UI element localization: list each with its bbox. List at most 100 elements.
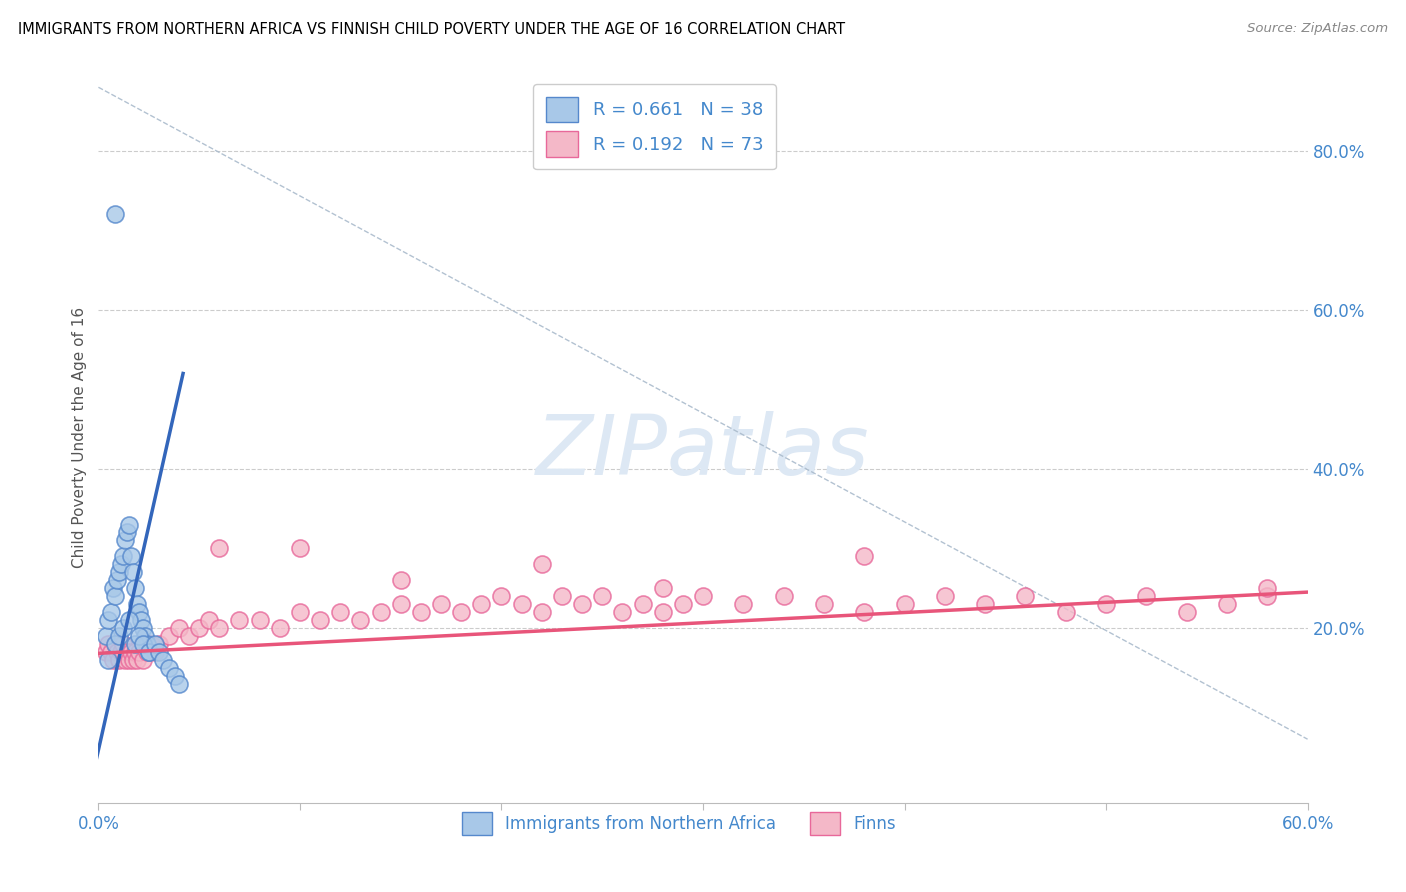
Point [430, 597, 453, 611]
Point [269, 621, 291, 635]
Point [135, 645, 157, 659]
Point [672, 597, 695, 611]
Point [132, 653, 155, 667]
Point [198, 613, 221, 627]
Text: ZIPatlas: ZIPatlas [536, 411, 870, 492]
Point [143, 645, 166, 659]
Point [152, 653, 174, 667]
Point [120, 645, 142, 659]
Point [97, 613, 120, 627]
Point [208, 621, 231, 635]
Point [143, 637, 166, 651]
Point [138, 645, 160, 659]
Point [249, 613, 271, 627]
Point [309, 613, 332, 627]
Point [288, 541, 311, 556]
Point [105, 573, 128, 587]
Point [893, 597, 915, 611]
Point [148, 645, 170, 659]
Point [97, 653, 120, 667]
Point [103, 637, 125, 651]
Point [100, 645, 122, 659]
Point [288, 605, 311, 619]
Point [692, 589, 714, 603]
Point [409, 605, 432, 619]
Point [1175, 605, 1198, 619]
Point [571, 597, 593, 611]
Point [138, 645, 160, 659]
Point [934, 589, 956, 603]
Point [111, 637, 134, 651]
Point [163, 668, 186, 682]
Point [97, 637, 120, 651]
Point [118, 517, 141, 532]
Point [389, 573, 412, 587]
Point [813, 597, 835, 611]
Point [370, 605, 392, 619]
Legend: Immigrants from Northern Africa, Finns: Immigrants from Northern Africa, Finns [456, 805, 903, 842]
Point [111, 621, 134, 635]
Point [329, 605, 352, 619]
Point [1135, 589, 1157, 603]
Point [129, 613, 152, 627]
Point [107, 629, 129, 643]
Point [591, 589, 613, 603]
Point [105, 645, 128, 659]
Point [179, 629, 201, 643]
Point [125, 653, 148, 667]
Point [651, 581, 673, 595]
Point [128, 605, 150, 619]
Point [103, 637, 125, 651]
Point [124, 581, 146, 595]
Point [228, 613, 250, 627]
Point [128, 645, 150, 659]
Point [139, 637, 162, 651]
Point [1256, 581, 1278, 595]
Point [530, 558, 553, 572]
Point [100, 605, 122, 619]
Point [121, 566, 143, 580]
Point [349, 613, 371, 627]
Point [470, 597, 492, 611]
Point [128, 629, 150, 643]
Point [132, 621, 155, 635]
Point [167, 676, 190, 690]
Point [551, 589, 574, 603]
Point [115, 525, 138, 540]
Point [530, 605, 553, 619]
Text: Source: ZipAtlas.com: Source: ZipAtlas.com [1247, 22, 1388, 36]
Point [115, 645, 138, 659]
Point [111, 549, 134, 564]
Point [96, 629, 118, 643]
Point [110, 645, 132, 659]
Point [134, 629, 156, 643]
Point [114, 533, 136, 548]
Point [853, 605, 876, 619]
Point [612, 605, 634, 619]
Point [974, 597, 997, 611]
Point [450, 605, 472, 619]
Point [101, 581, 124, 595]
Point [389, 597, 412, 611]
Point [148, 637, 170, 651]
Point [188, 621, 211, 635]
Point [510, 597, 533, 611]
Point [103, 207, 125, 221]
Point [107, 566, 129, 580]
Point [118, 613, 141, 627]
Point [631, 597, 654, 611]
Point [132, 637, 155, 651]
Point [651, 605, 673, 619]
Point [208, 541, 231, 556]
Text: IMMIGRANTS FROM NORTHERN AFRICA VS FINNISH CHILD POVERTY UNDER THE AGE OF 16 COR: IMMIGRANTS FROM NORTHERN AFRICA VS FINNI… [18, 22, 845, 37]
Point [124, 645, 146, 659]
Point [1095, 597, 1118, 611]
Point [157, 660, 180, 674]
Point [118, 653, 141, 667]
Point [167, 621, 190, 635]
Point [101, 653, 124, 667]
Point [110, 558, 132, 572]
Point [157, 629, 180, 643]
Point [125, 597, 148, 611]
Point [491, 589, 513, 603]
